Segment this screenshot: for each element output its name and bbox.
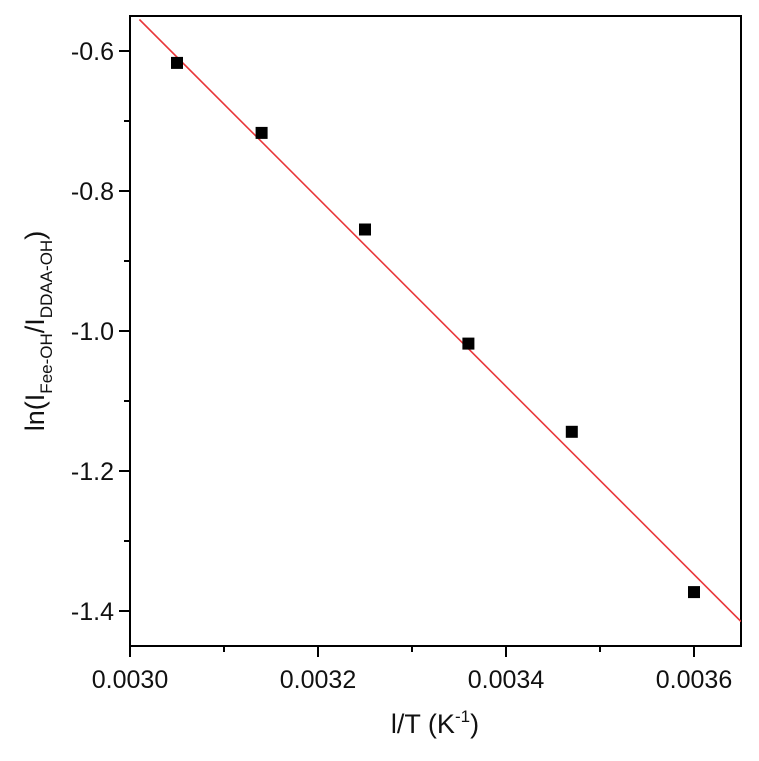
x-axis-title-main: l/T (K xyxy=(391,709,455,739)
y-tick-label: -1.4 xyxy=(71,598,114,626)
linear-fit-line xyxy=(138,18,741,623)
plot-frame xyxy=(129,15,742,647)
y-axis-title-prefix: ln(I xyxy=(20,394,50,432)
y-tick-label: -1.2 xyxy=(71,458,114,486)
data-point xyxy=(359,223,371,236)
x-axis-title: l/T (K-1) xyxy=(391,707,479,739)
y-axis-title-subscript-2: DDAA-OH xyxy=(37,240,56,318)
data-point xyxy=(462,337,475,350)
x-tick-label: 0.0030 xyxy=(92,666,168,694)
y-axis-title-mid: /I xyxy=(20,318,50,333)
x-axis-title-superscript: -1 xyxy=(455,707,470,726)
y-axis-title-suffix: ) xyxy=(20,231,50,240)
data-point xyxy=(688,586,700,599)
x-tick-label: 0.0034 xyxy=(468,666,545,694)
data-points-layer xyxy=(171,56,700,599)
y-tick-labels: -0.6 -0.8 -1.0 -1.2 -1.4 xyxy=(71,38,114,626)
data-point xyxy=(255,126,268,139)
data-point xyxy=(565,425,578,438)
fit-line-layer xyxy=(138,18,741,623)
axis-ticks xyxy=(119,50,695,657)
x-axis-title-close: ) xyxy=(470,709,479,739)
y-tick-label: -1.0 xyxy=(71,318,114,346)
data-point xyxy=(171,56,183,69)
y-axis-title: ln(IFee-OH/IDDAA-OH) xyxy=(20,231,56,431)
x-tick-label: 0.0036 xyxy=(656,666,732,694)
x-tick-label: 0.0032 xyxy=(280,666,356,694)
y-tick-label: -0.8 xyxy=(71,178,114,206)
y-tick-label: -0.6 xyxy=(71,38,114,66)
y-axis-title-subscript-1: Fee-OH xyxy=(37,333,56,393)
x-tick-labels: 0.0030 0.0032 0.0034 0.0036 xyxy=(92,666,732,694)
